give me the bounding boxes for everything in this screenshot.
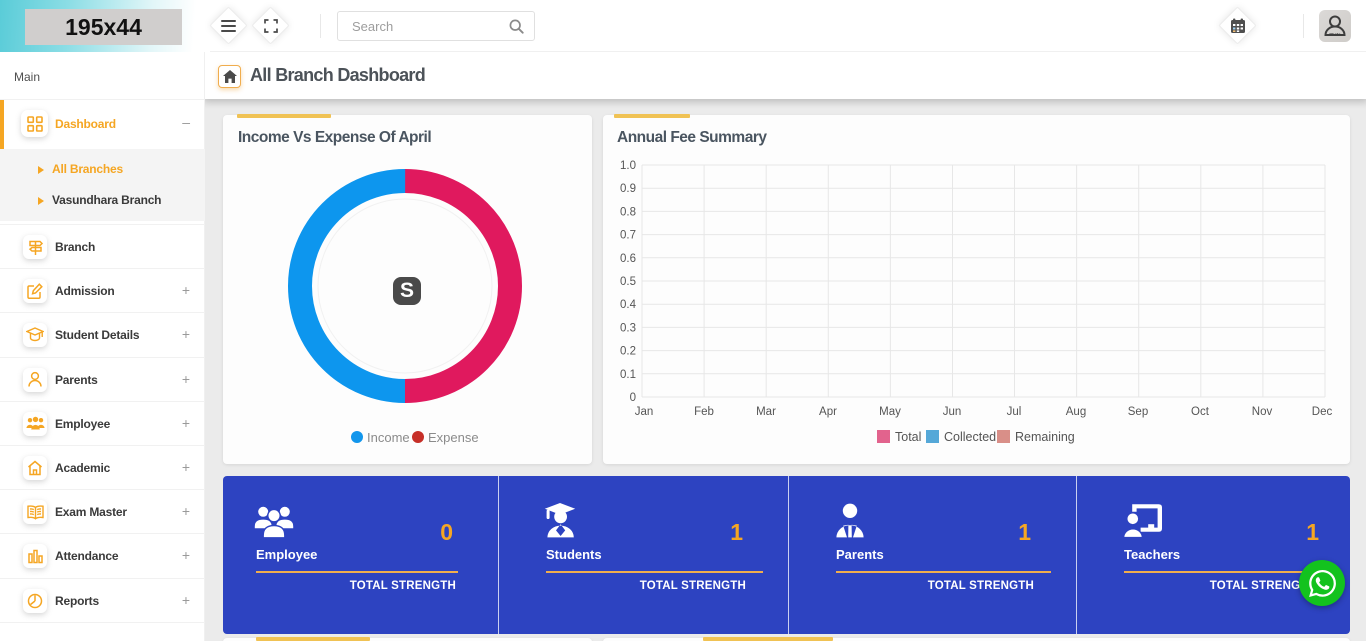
svg-text:Total: Total (895, 430, 921, 444)
svg-text:0.1: 0.1 (620, 369, 636, 381)
svg-text:Sep: Sep (1128, 406, 1148, 418)
svg-text:1.0: 1.0 (620, 160, 636, 172)
svg-text:0: 0 (630, 392, 636, 404)
svg-text:0.7: 0.7 (620, 230, 636, 242)
svg-text:0.8: 0.8 (620, 206, 636, 218)
svg-text:Jul: Jul (1007, 406, 1022, 418)
svg-text:Feb: Feb (694, 406, 714, 418)
svg-text:0.4: 0.4 (620, 299, 637, 311)
svg-text:0.2: 0.2 (620, 346, 636, 358)
svg-text:0.9: 0.9 (620, 183, 636, 195)
svg-text:Photo: Photo (1329, 32, 1341, 37)
svg-text:Apr: Apr (819, 406, 837, 418)
svg-text:Jun: Jun (943, 406, 962, 418)
svg-text:0.6: 0.6 (620, 253, 636, 265)
svg-text:0.3: 0.3 (620, 322, 636, 334)
svg-text:Aug: Aug (1066, 406, 1086, 418)
svg-text:Dec: Dec (1312, 406, 1333, 418)
svg-text:Oct: Oct (1191, 406, 1210, 418)
svg-text:May: May (879, 406, 901, 418)
svg-text:Mar: Mar (756, 406, 776, 418)
svg-text:Nov: Nov (1252, 406, 1273, 418)
svg-text:Jan: Jan (635, 406, 654, 418)
svg-text:Collected: Collected (944, 430, 996, 444)
svg-text:Remaining: Remaining (1015, 430, 1075, 444)
svg-text:0.5: 0.5 (620, 276, 636, 288)
